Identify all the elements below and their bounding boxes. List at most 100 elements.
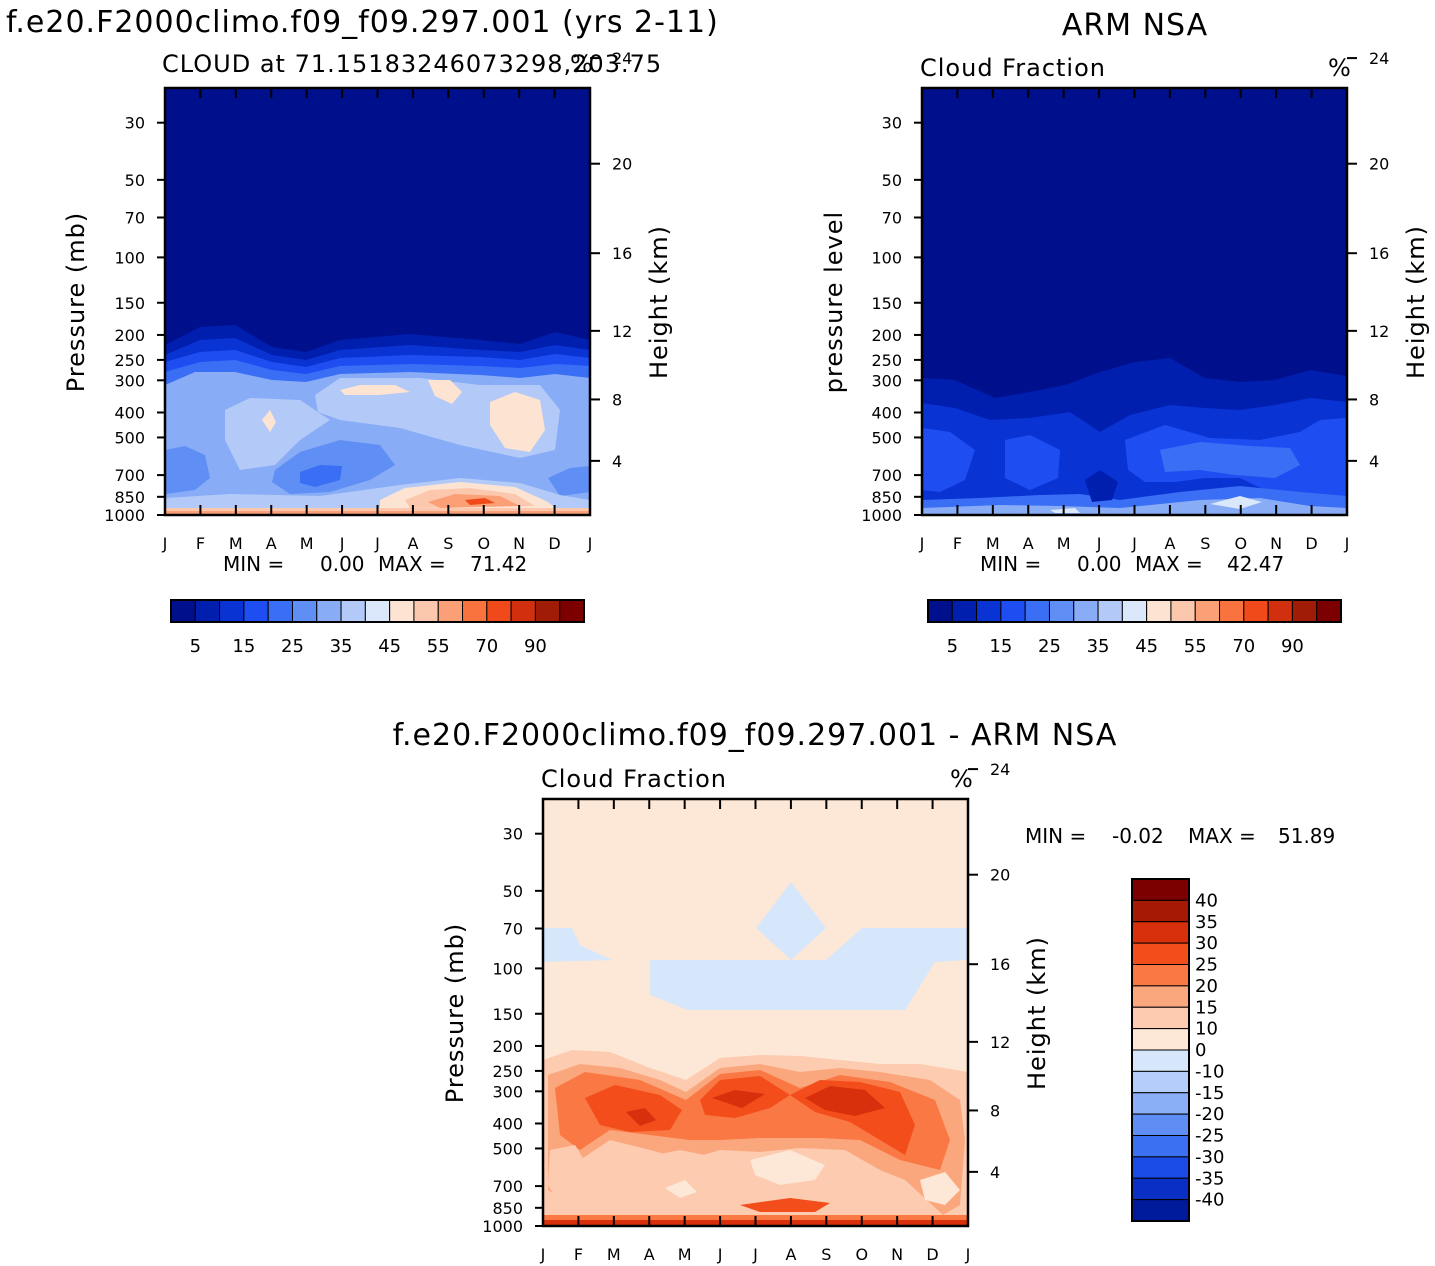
colorbar-label: 5 [947, 636, 958, 657]
y-tick-label: 850 [871, 488, 902, 507]
colorbar-swatch [267, 599, 293, 623]
colorbar-swatch [1131, 1199, 1190, 1222]
y-tick-label: 150 [114, 294, 145, 313]
colorbar-swatch [170, 599, 196, 623]
y-tick-label: 70 [882, 208, 902, 227]
x-tick-label: J [717, 1245, 723, 1264]
y-tick-label: 30 [882, 114, 902, 133]
colorbar-label: 70 [1232, 636, 1255, 657]
colorbar-swatch [316, 599, 342, 623]
panel-model-units: % [570, 50, 594, 78]
panel-diff-subtitle: Cloud Fraction [541, 765, 727, 793]
contour-fill [712, 1090, 765, 1108]
colorbar-label: 25 [281, 636, 304, 657]
x-tick-label: J [965, 1245, 971, 1264]
y2-tick-label: 24 [612, 49, 632, 68]
x-tick-label: J [162, 534, 168, 553]
panel-obs: ARM NSA Cloud Fraction % J F M A M J J A S O N D J 30… [820, 8, 1430, 657]
colorbar-label: -10 [1195, 1061, 1224, 1082]
colorbar-label: -20 [1195, 1104, 1224, 1125]
panel-model: f.e20.F2000climo.f09_f09.297.001 (yrs 2-… [6, 5, 718, 657]
contour-fill [630, 1150, 895, 1212]
colorbar-label: 90 [1281, 636, 1304, 657]
colorbar-label: 25 [1195, 955, 1218, 976]
contour-fill [165, 446, 210, 494]
panel-model-ylabel-left: Pressure (mb) [62, 212, 90, 392]
y2-tick-label: 16 [990, 955, 1010, 974]
colorbar-label: 30 [1195, 933, 1218, 954]
colorbar-swatch [437, 599, 464, 623]
colorbar-swatch [1131, 985, 1190, 1008]
x-tick-label: S [821, 1245, 831, 1264]
panel-obs-min-label: MIN = [980, 552, 1041, 576]
colorbar-swatch [1219, 599, 1245, 623]
x-tick-label: D [1305, 534, 1317, 553]
x-tick-label: A [644, 1245, 655, 1264]
y2-tick-label: 20 [1369, 155, 1389, 174]
y-tick-label: 100 [114, 248, 145, 267]
y-tick-label: 400 [492, 1114, 523, 1133]
panel-obs-ylabel-right: Height (km) [1402, 225, 1430, 379]
y2-tick-label: 16 [612, 244, 632, 263]
colorbar-label: 10 [1195, 1019, 1218, 1040]
panel-diff-contours [543, 799, 968, 1226]
y-tick-label: 1000 [861, 506, 902, 525]
colorbar-swatch [1267, 599, 1293, 623]
colorbar-swatch [364, 599, 391, 623]
x-tick-label: M [678, 1245, 692, 1264]
y-tick-label: 300 [871, 371, 902, 390]
panel-obs-units: % [1328, 54, 1352, 82]
y-tick-label: 70 [125, 208, 145, 227]
x-tick-label: J [374, 534, 380, 553]
colorbar-label: 20 [1195, 976, 1218, 997]
y-tick-label: 500 [492, 1139, 523, 1158]
contour-fill [1160, 442, 1300, 478]
x-tick-label: D [548, 534, 560, 553]
colorbar-label: 0 [1195, 1040, 1206, 1061]
panel-model-min-value: 0.00 [320, 552, 365, 576]
contour-fill [1050, 508, 1080, 513]
x-tick-label: D [926, 1245, 938, 1264]
colorbar-swatch [1170, 599, 1196, 623]
panel-model-max-label: MAX = [378, 552, 446, 576]
colorbar-swatch [413, 599, 439, 623]
x-tick-label: O [1234, 534, 1247, 553]
y-tick-label: 700 [871, 466, 902, 485]
colorbar-swatch [1131, 1113, 1190, 1136]
y2-tick-label: 8 [612, 390, 622, 409]
panel-model-contours [165, 88, 590, 515]
x-tick-label: M [300, 534, 314, 553]
y-tick-label: 50 [125, 171, 145, 190]
y-tick-label: 100 [492, 959, 523, 978]
x-tick-label: S [1200, 534, 1210, 553]
colorbar-swatch [534, 599, 561, 623]
colorbar-label: 5 [190, 636, 201, 657]
colorbar-swatch [1131, 1028, 1190, 1051]
colorbar-frame [170, 599, 585, 623]
y-tick-label: 1000 [482, 1217, 523, 1236]
y2-tick-label: 24 [1369, 49, 1389, 68]
y-tick-label: 300 [492, 1082, 523, 1101]
contour-fill [548, 466, 590, 496]
y-tick-label: 1000 [104, 506, 145, 525]
colorbar-swatch [1131, 1156, 1190, 1179]
y-tick-label: 100 [871, 248, 902, 267]
colorbar-frame [927, 599, 1342, 623]
panel-obs-max-value: 42.47 [1227, 552, 1284, 576]
panel-diff-min-label: MIN = [1025, 824, 1086, 848]
contour-fill [626, 1108, 656, 1126]
panel-diff-units: % [950, 765, 974, 793]
y2-tick-label: 16 [1369, 244, 1389, 263]
y-tick-label: 500 [114, 428, 145, 447]
y-tick-label: 50 [882, 171, 902, 190]
panel-model-subtitle: CLOUD at 71.15183246073298,203.75 [162, 50, 662, 78]
y-tick-label: 150 [871, 294, 902, 313]
colorbar-swatch [291, 599, 318, 623]
y-tick-label: 250 [492, 1062, 523, 1081]
x-tick-label: M [229, 534, 243, 553]
x-tick-label: J [1344, 534, 1350, 553]
panel-diff-max-value: 51.89 [1278, 824, 1335, 848]
colorbar-label: 40 [1195, 890, 1218, 911]
x-tick-label: F [953, 534, 962, 553]
